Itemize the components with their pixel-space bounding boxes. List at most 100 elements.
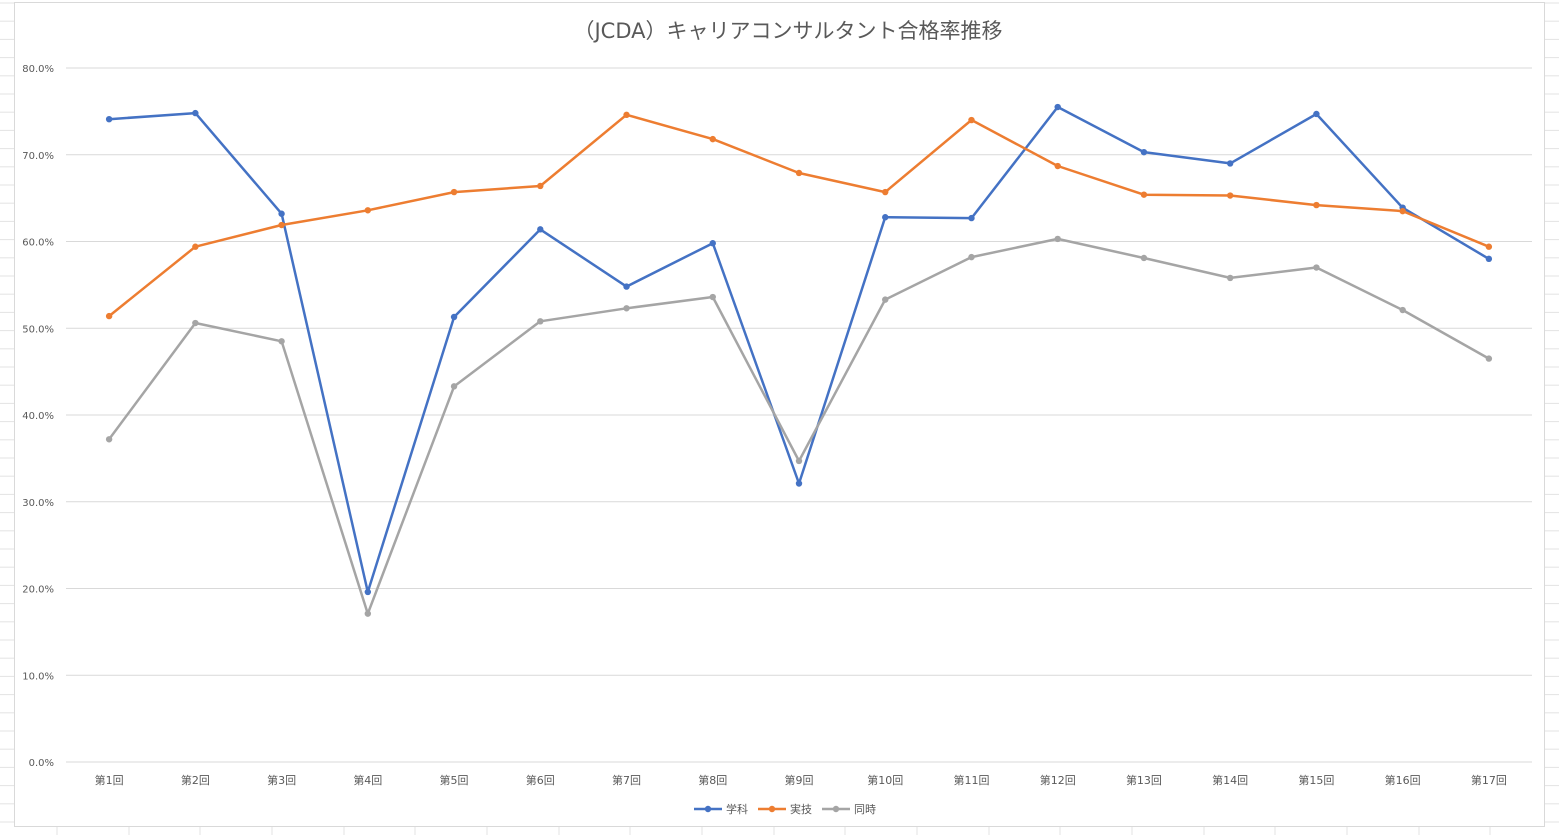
line-chart: （JCDA）キャリアコンサルタント合格率推移 0.0% 10.0% 20.0% 30.… (22, 19, 1532, 816)
legend[interactable]: 学科 実技 同時 (694, 802, 876, 816)
x-tick-label: 第6回 (526, 773, 555, 787)
data-point[interactable] (278, 221, 285, 229)
x-tick-label: 第14回 (1212, 773, 1248, 787)
data-point[interactable] (709, 293, 716, 301)
x-tick-label: 第4回 (353, 773, 382, 787)
data-point[interactable] (537, 182, 544, 190)
data-point[interactable] (968, 253, 975, 261)
data-point[interactable] (192, 109, 199, 117)
data-point[interactable] (1226, 274, 1234, 282)
data-point[interactable] (623, 305, 630, 312)
x-tick-label: 第13回 (1126, 773, 1162, 787)
data-point[interactable] (1313, 264, 1320, 271)
y-tick-label: 50.0% (22, 324, 54, 335)
data-point[interactable] (882, 296, 889, 303)
data-point[interactable] (1313, 201, 1320, 209)
series-3[interactable] (105, 235, 1493, 617)
x-tick-label: 第8回 (698, 773, 727, 787)
y-tick-label: 0.0% (29, 758, 54, 769)
x-tick-label: 第1回 (95, 773, 124, 787)
data-point[interactable] (882, 214, 889, 221)
y-tick-label: 20.0% (22, 585, 54, 596)
data-point[interactable] (364, 610, 372, 617)
y-tick-label: 60.0% (22, 238, 54, 249)
data-point[interactable] (968, 214, 975, 222)
data-point[interactable] (1226, 192, 1234, 199)
data-point[interactable] (278, 338, 285, 345)
legend-label: 実技 (790, 802, 812, 816)
legend-item-1[interactable]: 学科 (694, 802, 748, 816)
series-2[interactable] (105, 111, 1493, 320)
data-point[interactable] (192, 243, 199, 250)
data-point[interactable] (364, 207, 372, 214)
x-tick-label: 第7回 (612, 773, 641, 787)
data-point[interactable] (882, 188, 889, 196)
data-point[interactable] (1485, 243, 1493, 250)
data-point[interactable] (278, 210, 285, 217)
data-point[interactable] (709, 135, 716, 143)
data-point[interactable] (1313, 110, 1320, 118)
data-point[interactable] (1140, 191, 1148, 198)
data-point[interactable] (623, 111, 630, 119)
data-point[interactable] (450, 313, 458, 321)
data-point[interactable] (623, 283, 630, 290)
data-point[interactable] (1485, 255, 1493, 263)
x-tick-label: 第3回 (267, 773, 296, 787)
chart-area[interactable]: （JCDA）キャリアコンサルタント合格率推移 0.0% 10.0% 20.0% 30.… (14, 2, 1545, 827)
legend-item-3[interactable]: 同時 (822, 803, 876, 816)
data-point[interactable] (1140, 254, 1148, 262)
x-tick-label: 第5回 (440, 773, 469, 787)
data-point[interactable] (795, 457, 803, 465)
y-tick-label: 70.0% (22, 151, 54, 162)
data-point[interactable] (795, 480, 803, 487)
series-lines (105, 103, 1493, 617)
y-tick-label: 30.0% (22, 498, 54, 509)
legend-label: 学科 (726, 802, 748, 816)
legend-dot-marker (832, 805, 840, 813)
data-point[interactable] (450, 188, 458, 196)
x-tick-label: 第9回 (785, 773, 814, 787)
data-point[interactable] (795, 169, 803, 177)
data-point[interactable] (1054, 162, 1061, 170)
data-point[interactable] (1226, 160, 1234, 167)
data-point[interactable] (537, 318, 544, 325)
legend-dot-marker (704, 805, 712, 813)
data-point[interactable] (1399, 306, 1406, 314)
data-point[interactable] (1054, 235, 1061, 243)
legend-item-2[interactable]: 実技 (758, 802, 812, 816)
data-point[interactable] (105, 312, 113, 320)
data-point[interactable] (364, 588, 372, 596)
data-point[interactable] (450, 383, 458, 390)
x-axis-tick-labels: 第1回 第2回 第3回 第4回 第5回 第6回 第7回 第8回 第9回 第10回 第11回 第12回 第… (95, 773, 1507, 787)
x-tick-label: 第15回 (1298, 773, 1334, 787)
chart-title: （JCDA）キャリアコンサルタント合格率推移 (573, 19, 1002, 43)
data-point[interactable] (709, 240, 716, 247)
series-line[interactable] (109, 105, 1490, 594)
x-tick-label: 第11回 (953, 773, 989, 787)
x-tick-label: 第2回 (181, 773, 210, 787)
y-tick-label: 10.0% (22, 671, 54, 682)
x-tick-label: 第16回 (1385, 773, 1421, 787)
series-line[interactable] (108, 237, 1490, 615)
legend-dot-marker (768, 805, 776, 813)
legend-label: 同時 (854, 803, 876, 816)
data-point[interactable] (192, 319, 199, 327)
data-point[interactable] (105, 436, 113, 443)
data-point[interactable] (105, 115, 113, 123)
y-axis-tick-labels: 0.0% 10.0% 20.0% 30.0% 40.0% 50.0% 60.0% 70.0% 8… (22, 64, 54, 769)
x-tick-label: 第10回 (867, 773, 903, 787)
gridlines (66, 67, 1532, 763)
data-point[interactable] (968, 116, 975, 124)
series-1[interactable] (105, 103, 1493, 596)
x-tick-label: 第17回 (1471, 773, 1507, 787)
data-point[interactable] (537, 226, 544, 233)
x-tick-label: 第12回 (1040, 773, 1076, 787)
data-point[interactable] (1485, 355, 1493, 362)
data-point[interactable] (1399, 207, 1406, 215)
y-tick-label: 40.0% (22, 411, 54, 422)
y-tick-label: 80.0% (22, 64, 54, 75)
data-point[interactable] (1140, 148, 1148, 156)
data-point[interactable] (1054, 103, 1061, 111)
series-line[interactable] (108, 113, 1490, 318)
